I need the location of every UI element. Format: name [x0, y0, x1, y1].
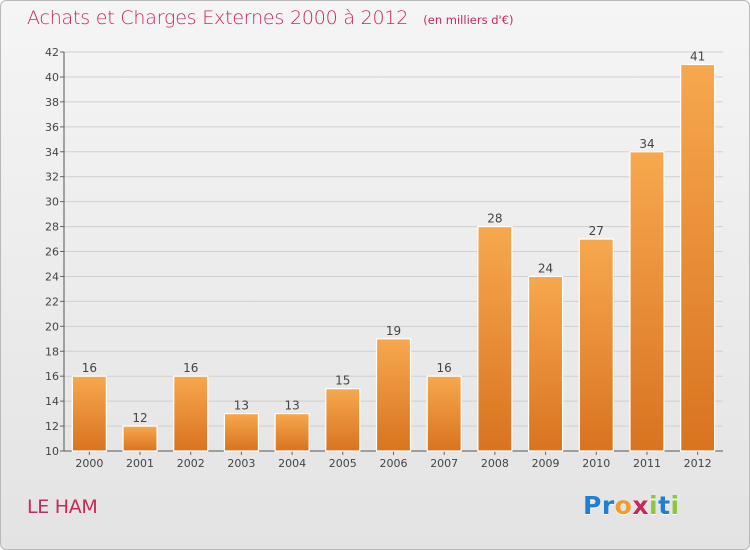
- bar-2003: [223, 412, 260, 452]
- chart-unit: (en milliers d'€): [423, 13, 514, 27]
- value-label-2006: 19: [386, 324, 401, 338]
- y-tick-label-26: 26: [45, 246, 59, 259]
- x-tick-label-2006: 2006: [380, 457, 408, 470]
- logo-letter: o: [614, 491, 633, 520]
- logo-letter: i: [670, 491, 680, 520]
- value-label-2003: 13: [234, 399, 249, 413]
- x-tick-label-2011: 2011: [633, 457, 661, 470]
- logo-letter: i: [649, 491, 659, 520]
- value-label-2004: 13: [284, 399, 299, 413]
- value-label-2011: 34: [639, 137, 654, 151]
- bar-2004: [274, 412, 310, 452]
- logo-letter: P: [583, 491, 602, 520]
- y-tick-label-30: 30: [45, 196, 59, 209]
- bar-2012: [680, 63, 716, 452]
- bar-2007: [426, 375, 462, 452]
- axis-layer: 10 12 14 16 18 20 22 24 26 28 30 32 34 36 38 40 42: [45, 46, 723, 458]
- x-tick-label-2005: 2005: [329, 457, 357, 470]
- y-tick-label-36: 36: [45, 121, 59, 134]
- bar-2006: [375, 338, 412, 452]
- x-tick-label-2009: 2009: [532, 457, 560, 470]
- x-tick-label-2003: 2003: [227, 457, 255, 470]
- y-tick-label-16: 16: [45, 370, 59, 383]
- x-tick-label-2000: 2000: [75, 457, 103, 470]
- x-tick-label-2007: 2007: [430, 457, 458, 470]
- x-tick-label-2004: 2004: [278, 457, 306, 470]
- y-tick-label-14: 14: [45, 395, 59, 408]
- y-tick-label-42: 42: [45, 46, 59, 59]
- location-label: LE HAM: [27, 496, 98, 518]
- logo-letter: x: [632, 491, 649, 520]
- y-tick-label-34: 34: [45, 146, 59, 159]
- y-tick-label-22: 22: [45, 295, 59, 308]
- logo-letter: r: [601, 491, 615, 520]
- x-tick-label-2012: 2012: [684, 457, 712, 470]
- bar-2002: [173, 375, 209, 452]
- value-label-2010: 27: [589, 224, 604, 238]
- label-layer: 16 2000 12 2001 16 2002 13 2003 13 2004 15 2005 19 20…: [75, 49, 711, 470]
- bar-2000: [71, 375, 107, 452]
- y-tick-label-12: 12: [45, 420, 59, 433]
- y-tick-label-20: 20: [45, 320, 59, 333]
- value-label-2012: 41: [690, 49, 705, 63]
- x-tick-label-2002: 2002: [177, 457, 205, 470]
- proxiti-logo: Proxiti: [583, 491, 680, 520]
- y-tick-label-18: 18: [45, 345, 59, 358]
- value-label-2008: 28: [487, 212, 502, 226]
- bar-2005: [325, 388, 361, 452]
- value-label-2001: 12: [132, 411, 147, 425]
- x-tick-label-2008: 2008: [481, 457, 509, 470]
- value-label-2000: 16: [82, 361, 97, 375]
- x-tick-label-2001: 2001: [126, 457, 154, 470]
- bar-2009: [527, 275, 564, 452]
- value-label-2002: 16: [183, 361, 198, 375]
- x-tick-label-2010: 2010: [582, 457, 610, 470]
- value-label-2009: 24: [538, 261, 553, 275]
- y-tick-label-38: 38: [45, 96, 59, 109]
- y-tick-label-28: 28: [45, 221, 59, 234]
- value-label-2007: 16: [437, 361, 452, 375]
- y-tick-label-10: 10: [45, 445, 59, 458]
- y-tick-label-32: 32: [45, 171, 59, 184]
- bar-2010: [578, 238, 614, 452]
- bar-2011: [629, 151, 665, 452]
- chart-title: Achats et Charges Externes 2000 à 2012: [27, 7, 409, 29]
- bar-layer: [71, 63, 716, 452]
- logo-letter: t: [658, 491, 671, 520]
- bar-2008: [477, 225, 513, 452]
- title-row: Achats et Charges Externes 2000 à 2012 (…: [27, 7, 513, 29]
- value-label-2005: 15: [335, 374, 350, 388]
- bar-2001: [122, 425, 158, 452]
- y-tick-label-24: 24: [45, 270, 59, 283]
- y-tick-label-40: 40: [45, 71, 59, 84]
